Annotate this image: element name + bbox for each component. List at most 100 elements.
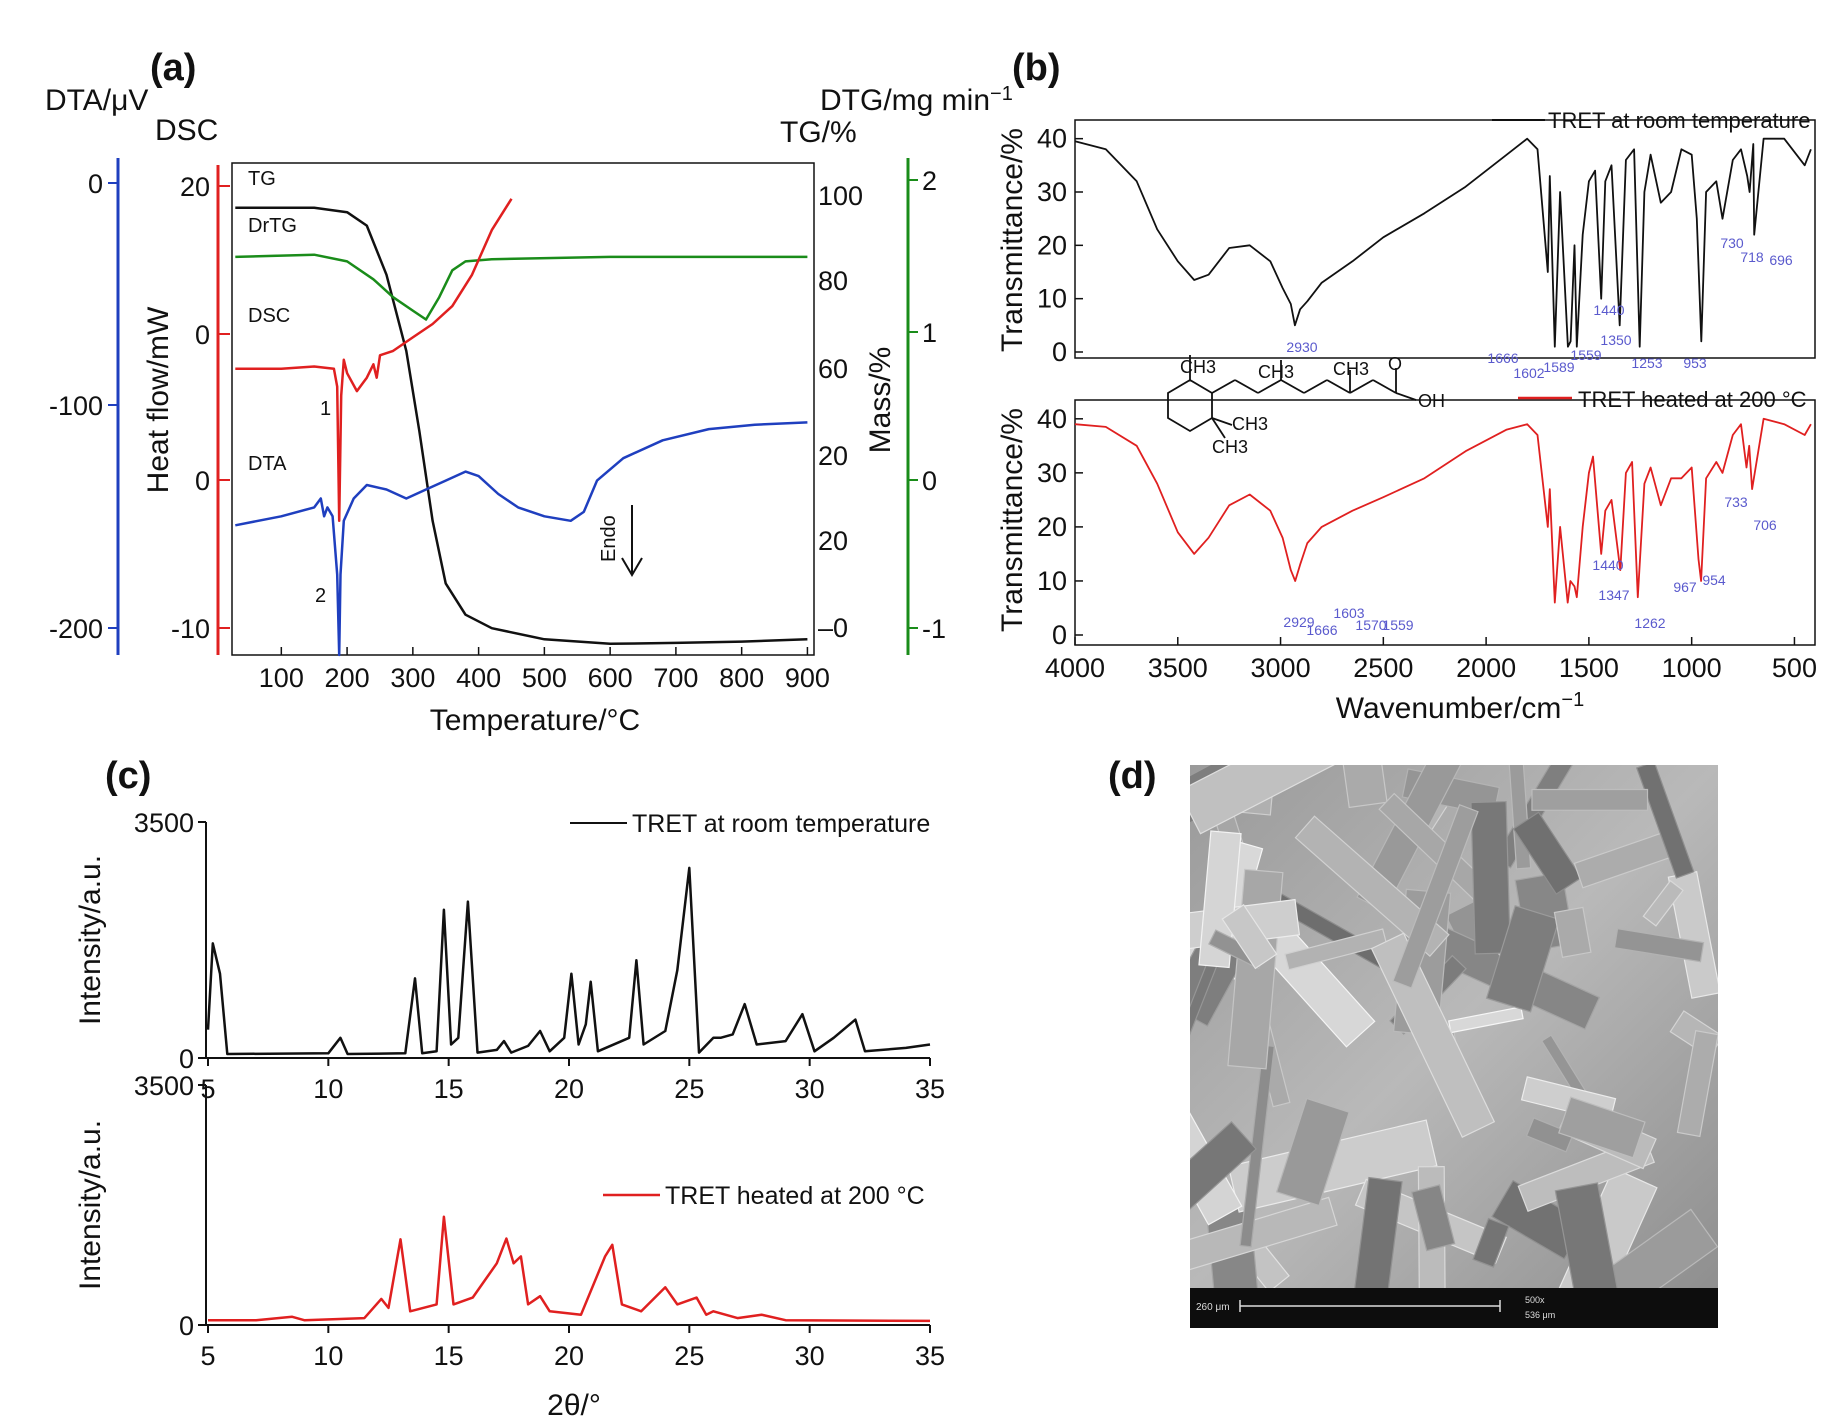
peak-label-bottom: 1262: [1634, 615, 1665, 631]
dsc-tick-label: 0: [195, 320, 210, 350]
svg-text:CH3: CH3: [1180, 357, 1216, 377]
dsc-tick-label: -10: [171, 614, 210, 644]
peak-label-bottom: 954: [1702, 572, 1726, 588]
svg-text:CH3: CH3: [1333, 359, 1369, 379]
xrd-series-line: [206, 866, 931, 1056]
svg-text:O: O: [1388, 354, 1402, 374]
x-tick-label-b: 1500: [1559, 653, 1619, 683]
series-line-drtg: [235, 253, 808, 321]
sem-crystal: [1553, 906, 1592, 958]
ir-xlabel: Wavenumber/cm−1: [1336, 689, 1584, 725]
x-ticks-a: 100 200 300 400 500 600 700 800 900: [259, 647, 830, 693]
dtg-tick-label: 0: [922, 466, 937, 496]
y-tick-label-b: 30: [1037, 458, 1067, 488]
y-tick-label-c: 0: [179, 1311, 194, 1341]
y-tick-label-b: 10: [1037, 284, 1067, 314]
xrd-xlabel: 2θ/°: [547, 1389, 601, 1422]
x-tick-label-a: 800: [719, 663, 764, 693]
x-tick-label-c: 15: [434, 1074, 464, 1104]
curves-b: [1074, 137, 1812, 604]
x-axis-label-a: Temperature/°C: [430, 704, 640, 737]
dta-tick-label: -200: [49, 614, 103, 644]
sem-crystal: [1470, 800, 1511, 955]
x-tick-label-c: 5: [200, 1341, 215, 1371]
x-tick-label-b: 2500: [1353, 653, 1413, 683]
peak-label-top: 1589: [1543, 359, 1574, 375]
tretinoin-structure: [1167, 355, 1417, 439]
xrd-ylabel-bottom: Intensity/a.u.: [74, 1120, 107, 1290]
dsc-ticks: 20 0 0 -10: [171, 172, 230, 644]
curve-label-drtg: DrTG: [248, 215, 297, 237]
sem-crystal: [1472, 1217, 1510, 1268]
series-line-dta: [235, 421, 808, 657]
curves-c: [206, 866, 931, 1323]
panel-a: (a) DTA/μV DSC DTG/mg min−1 TG/% 0 -100 …: [45, 47, 1013, 737]
dta-tick-label: 0: [88, 169, 103, 199]
peak-label-bottom: 967: [1673, 579, 1697, 595]
dtg-axis-label: DTG/mg min−1: [820, 83, 1013, 117]
legend-label-room: TRET at room temperature: [632, 810, 930, 838]
plot-frame-a: [231, 162, 815, 656]
mass-label: Mass/%: [864, 347, 897, 454]
tg-tick-label: –0: [818, 613, 848, 643]
sem-crystal: [1447, 1006, 1524, 1034]
y-tick-label-b: 30: [1037, 177, 1067, 207]
peak-label-top: 1666: [1487, 350, 1518, 366]
x-tick-label-b: 4000: [1045, 653, 1105, 683]
peak-label-bottom: 1347: [1598, 587, 1629, 603]
svg-text:OH: OH: [1418, 391, 1445, 411]
panel-b: (b) 0 10 20 30 40 0 10 20 30 40 4000 3500 3000 2500 2…: [996, 47, 1817, 725]
dtg-tick-label: 2: [922, 166, 937, 196]
peak-label-top: 1440: [1593, 302, 1624, 318]
tg-ticks: 100 80 60 20 20 –0: [818, 181, 863, 643]
dtg-tick-label: -1: [922, 614, 946, 644]
x-tick-label-c: 35: [915, 1341, 945, 1371]
panel-label-a: (a): [150, 47, 196, 89]
x-tick-label-c: 20: [554, 1074, 584, 1104]
series-line-dsc: [235, 198, 513, 523]
svg-text:CH3: CH3: [1232, 414, 1268, 434]
sem-crystal: [1392, 803, 1479, 989]
sem-mag-label: 500x: [1525, 1295, 1545, 1305]
dsc-tick-label: 20: [180, 172, 210, 202]
sem-crystal: [1554, 1182, 1622, 1288]
x-tick-label-c: 15: [434, 1341, 464, 1371]
y-tick-label-b: 40: [1037, 404, 1067, 434]
x-tick-label-a: 600: [588, 663, 633, 693]
peak-label-top: 730: [1720, 235, 1744, 251]
y-tick-label-b: 20: [1037, 230, 1067, 260]
peak-label-top: 1559: [1570, 347, 1601, 363]
sem-crystal: [1525, 1117, 1575, 1153]
series-line-tg: [235, 206, 808, 646]
tg-tick-label: 20: [818, 441, 848, 471]
x-ticks-b: 4000 3500 3000 2500 2000 1500 1000 500: [1045, 637, 1817, 683]
sem-crystal: [1598, 1208, 1718, 1288]
dta-axis-label: DTA/μV: [45, 84, 148, 117]
dsc-axis-label: DSC: [155, 114, 218, 147]
sem-crystal: [1190, 765, 1379, 835]
x-tick-label-c: 25: [674, 1341, 704, 1371]
sem-crystal: [1485, 905, 1560, 1013]
peak-label-bottom: 1570: [1355, 617, 1386, 633]
y-tick-label-b: 0: [1052, 620, 1067, 650]
ir-frame-bottom: [1074, 399, 1816, 646]
sem-crystal: [1275, 1097, 1350, 1207]
sem-crystals: [1190, 765, 1718, 1288]
panel-label-c: (c): [105, 755, 151, 797]
x-tick-label-a: 100: [259, 663, 304, 693]
legend-label-heated: TRET heated at 200 °C: [665, 1182, 925, 1210]
curve-label-dsc: DSC: [248, 305, 290, 327]
sem-crystal: [1613, 928, 1705, 963]
endo-arrow-icon: [621, 505, 643, 577]
tg-tick-label: 60: [818, 354, 848, 384]
peak-label-top: 1253: [1631, 355, 1662, 371]
sem-crystal: [1636, 765, 1695, 879]
tg-tick-label: 80: [818, 266, 848, 296]
dta-tick-label: -100: [49, 391, 103, 421]
sem-crystal: [1343, 1176, 1403, 1288]
dsc-tick-label: 0: [195, 466, 210, 496]
tg-tick-label: 20: [818, 526, 848, 556]
curve-label-dta: DTA: [248, 453, 287, 475]
